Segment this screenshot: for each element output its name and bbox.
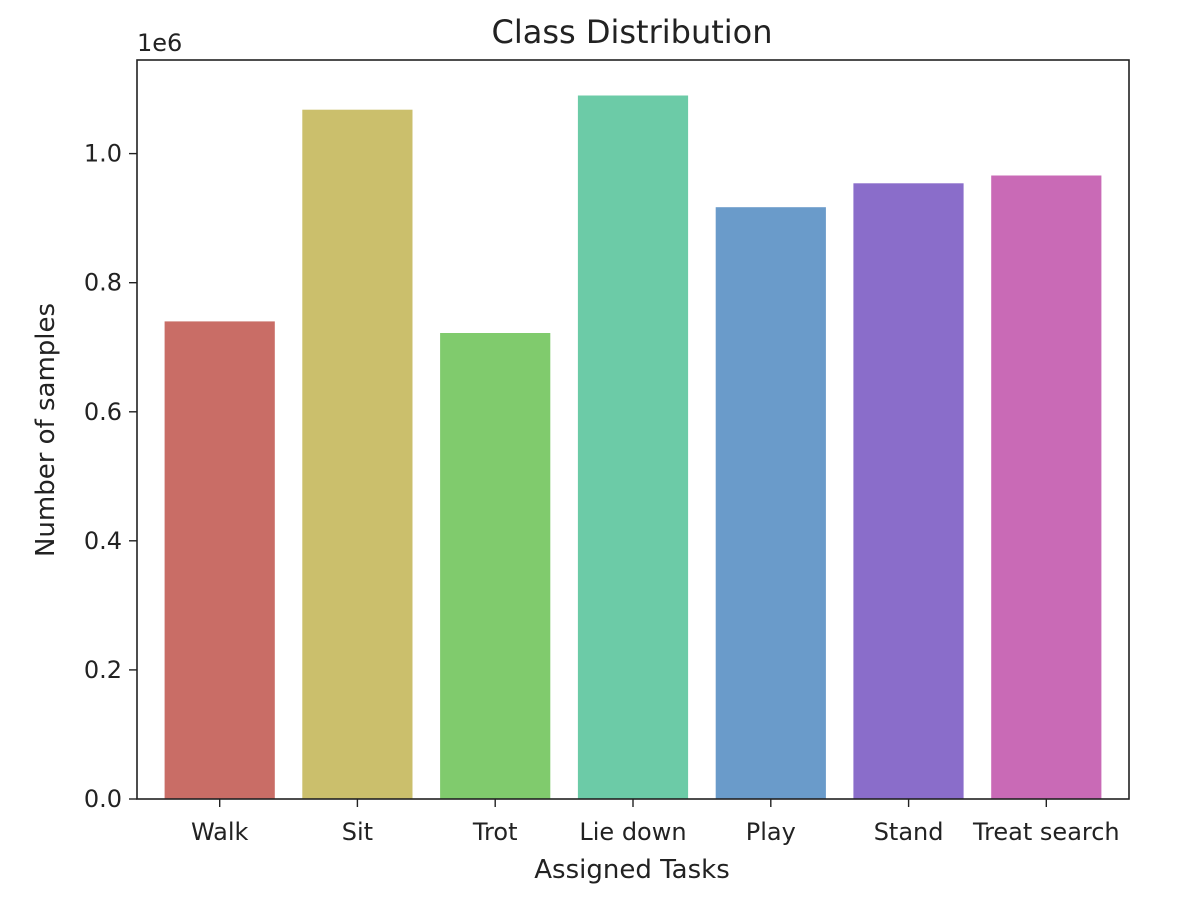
- bar-stand: [853, 183, 964, 800]
- bar-lie-down: [577, 95, 689, 799]
- x-ticks-group: Walk Sit Trot Lie down Play Stand Treat search: [191, 799, 1120, 846]
- plot-frame: [136, 59, 1130, 800]
- x-tick-label: Walk: [191, 818, 249, 846]
- bar-walk: [164, 321, 275, 799]
- y-tick-label: 0.8: [84, 269, 122, 297]
- y-axis-label: Number of samples: [31, 303, 61, 557]
- bar-treat-search: [991, 175, 1102, 799]
- y-tick-label: 0.4: [84, 527, 122, 555]
- y-ticks-group: 0.0 0.2 0.4 0.6 0.8 1.0: [84, 140, 137, 813]
- bar-trot: [440, 333, 551, 799]
- bars-group: [164, 95, 1102, 800]
- y-tick-label: 0.2: [84, 656, 122, 684]
- chart-title: Class Distribution: [491, 13, 772, 51]
- x-tick-label: Trot: [472, 818, 518, 846]
- x-tick-label: Treat search: [972, 818, 1120, 846]
- bar-sit: [302, 109, 413, 799]
- x-axis-label: Assigned Tasks: [534, 855, 730, 885]
- y-tick-label: 1.0: [84, 140, 122, 168]
- x-tick-label: Sit: [342, 818, 373, 846]
- x-tick-label: Lie down: [579, 818, 686, 846]
- x-tick-label: Play: [746, 818, 796, 846]
- y-offset-label: 1e6: [137, 29, 182, 57]
- y-tick-label: 0.0: [84, 785, 122, 813]
- y-tick-label: 0.6: [84, 398, 122, 426]
- bar-play: [715, 207, 826, 799]
- x-tick-label: Stand: [874, 818, 944, 846]
